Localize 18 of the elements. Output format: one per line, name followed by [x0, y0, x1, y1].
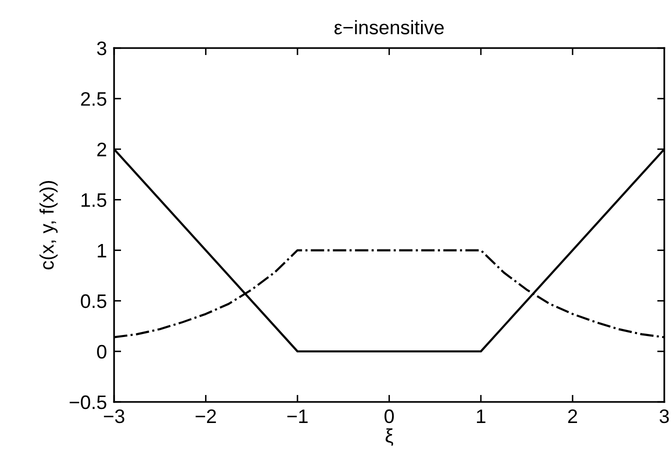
- y-tick-label: 0: [97, 344, 106, 359]
- x-tick-label: −1: [287, 410, 308, 423]
- y-tick-label: 0.5: [80, 294, 106, 308]
- x-tick-label: 2: [568, 409, 578, 423]
- y-tick-label: 1: [98, 244, 106, 258]
- y-axis-title: c(x, y, f(x)): [40, 181, 58, 270]
- chart-title: ε−insensitive: [334, 20, 444, 34]
- y-tick-label: 2.5: [81, 92, 106, 106]
- x-tick-label: 3: [660, 409, 669, 424]
- x-tick-label: 1: [476, 410, 486, 423]
- y-tick-label: 3: [97, 42, 106, 56]
- x-tick-label: −2: [196, 409, 216, 423]
- y-tick-label: −0.5: [70, 395, 106, 410]
- y-tick-label: 2: [97, 142, 106, 156]
- x-tick-label: −3: [104, 409, 124, 424]
- x-axis-title: ξ: [386, 428, 394, 446]
- y-tick-label: 1.5: [82, 193, 106, 207]
- x-tick-label: 0: [384, 409, 394, 424]
